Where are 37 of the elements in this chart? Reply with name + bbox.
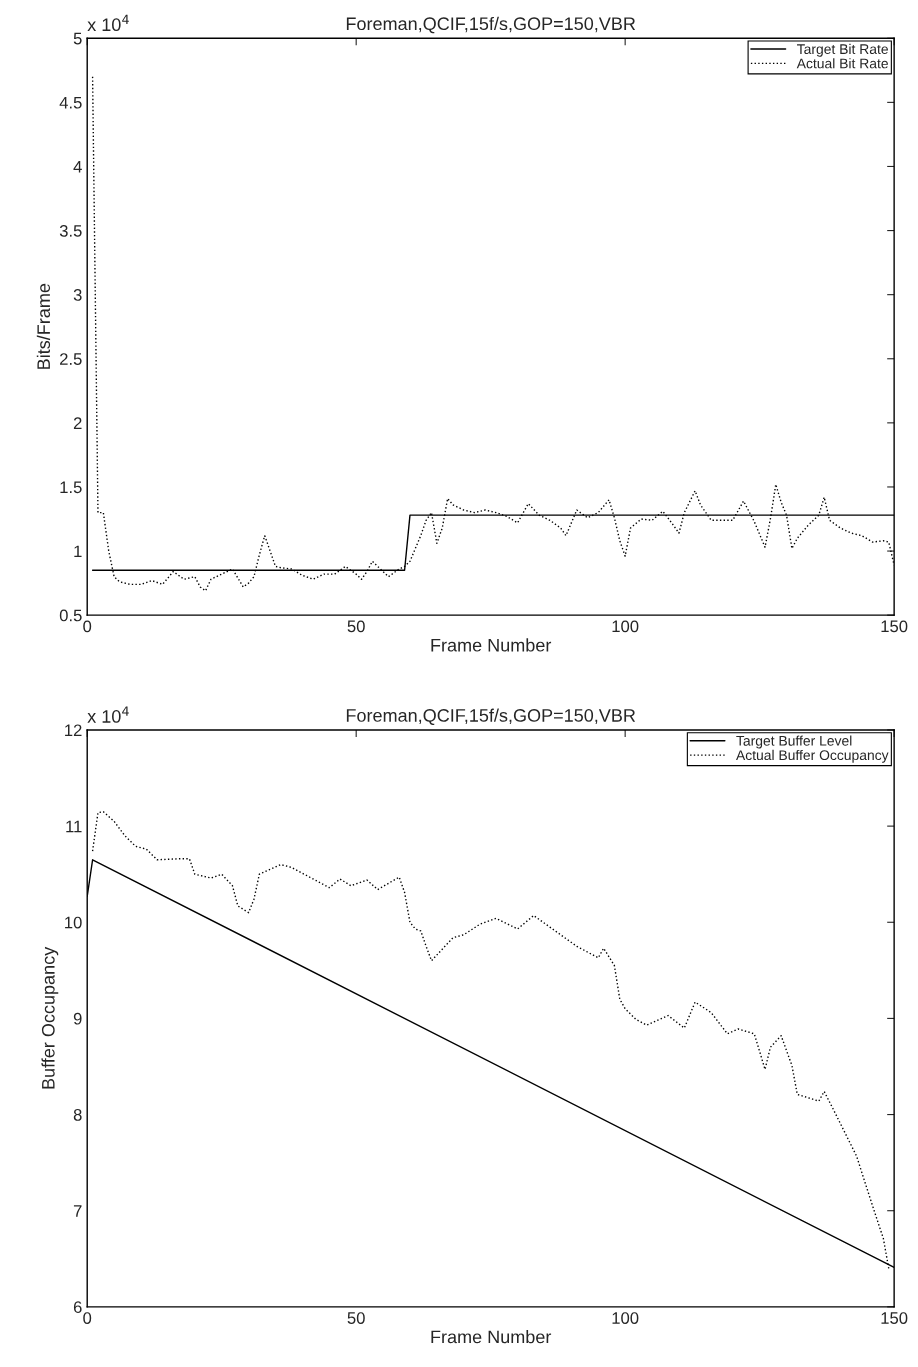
x-tick-label: 100 bbox=[612, 1312, 639, 1324]
chart-title: Foreman,QCIF,15f/s,GOP=150,VBR bbox=[346, 16, 636, 34]
legend-label: Actual Bit Rate bbox=[796, 58, 888, 69]
y-tick-label: 12 bbox=[65, 724, 82, 737]
x-tick-label: 0 bbox=[83, 1312, 92, 1324]
y-tick-label: 10 bbox=[65, 916, 82, 929]
x-tick-label: 50 bbox=[347, 1312, 365, 1324]
x-tick-label: 0 bbox=[83, 620, 92, 633]
chart-title: Foreman,QCIF,15f/s,GOP=150,VBR bbox=[346, 708, 636, 726]
y-axis-title: Bits/Frame bbox=[36, 283, 51, 369]
x-axis-title: Frame Number bbox=[431, 1330, 552, 1344]
y-tick-label: 2 bbox=[73, 417, 82, 429]
y-tick-label: 5 bbox=[73, 32, 82, 45]
legend-label: Target Buffer Level bbox=[736, 735, 852, 749]
y-tick-label: 8 bbox=[73, 1108, 82, 1121]
y-axis-title: Buffer Occupancy bbox=[41, 946, 59, 1089]
x-tick-label: 150 bbox=[881, 1312, 908, 1324]
y-tick-label: 2.5 bbox=[60, 353, 82, 365]
y-tick-label: 1.5 bbox=[60, 481, 82, 494]
legend-label: Actual Buffer Occupancy bbox=[736, 749, 889, 763]
y-tick-label: 3 bbox=[73, 289, 82, 301]
y-tick-label: 9 bbox=[73, 1012, 82, 1025]
y-tick-label: 1 bbox=[74, 545, 82, 558]
y-tick-label: 4.5 bbox=[59, 96, 82, 109]
x-tick-label: 150 bbox=[881, 620, 908, 633]
x-tick-label: 100 bbox=[612, 620, 639, 633]
y-tick-label: 0.5 bbox=[59, 609, 82, 622]
text: x 10$^{4}$ bbox=[87, 706, 129, 723]
y-tick-label: 7 bbox=[73, 1205, 82, 1217]
y-tick-label: 6 bbox=[73, 1301, 82, 1314]
legend-label: Target Bit Rate bbox=[797, 43, 888, 57]
x-tick-label: 50 bbox=[347, 620, 365, 633]
y-tick-label: 4 bbox=[73, 161, 82, 173]
y-tick-label: 11 bbox=[66, 820, 82, 833]
x-axis-title: Frame Number bbox=[431, 638, 552, 652]
text: x 10$^{4}$ bbox=[87, 14, 129, 32]
y-tick-label: 3.5 bbox=[59, 224, 82, 237]
